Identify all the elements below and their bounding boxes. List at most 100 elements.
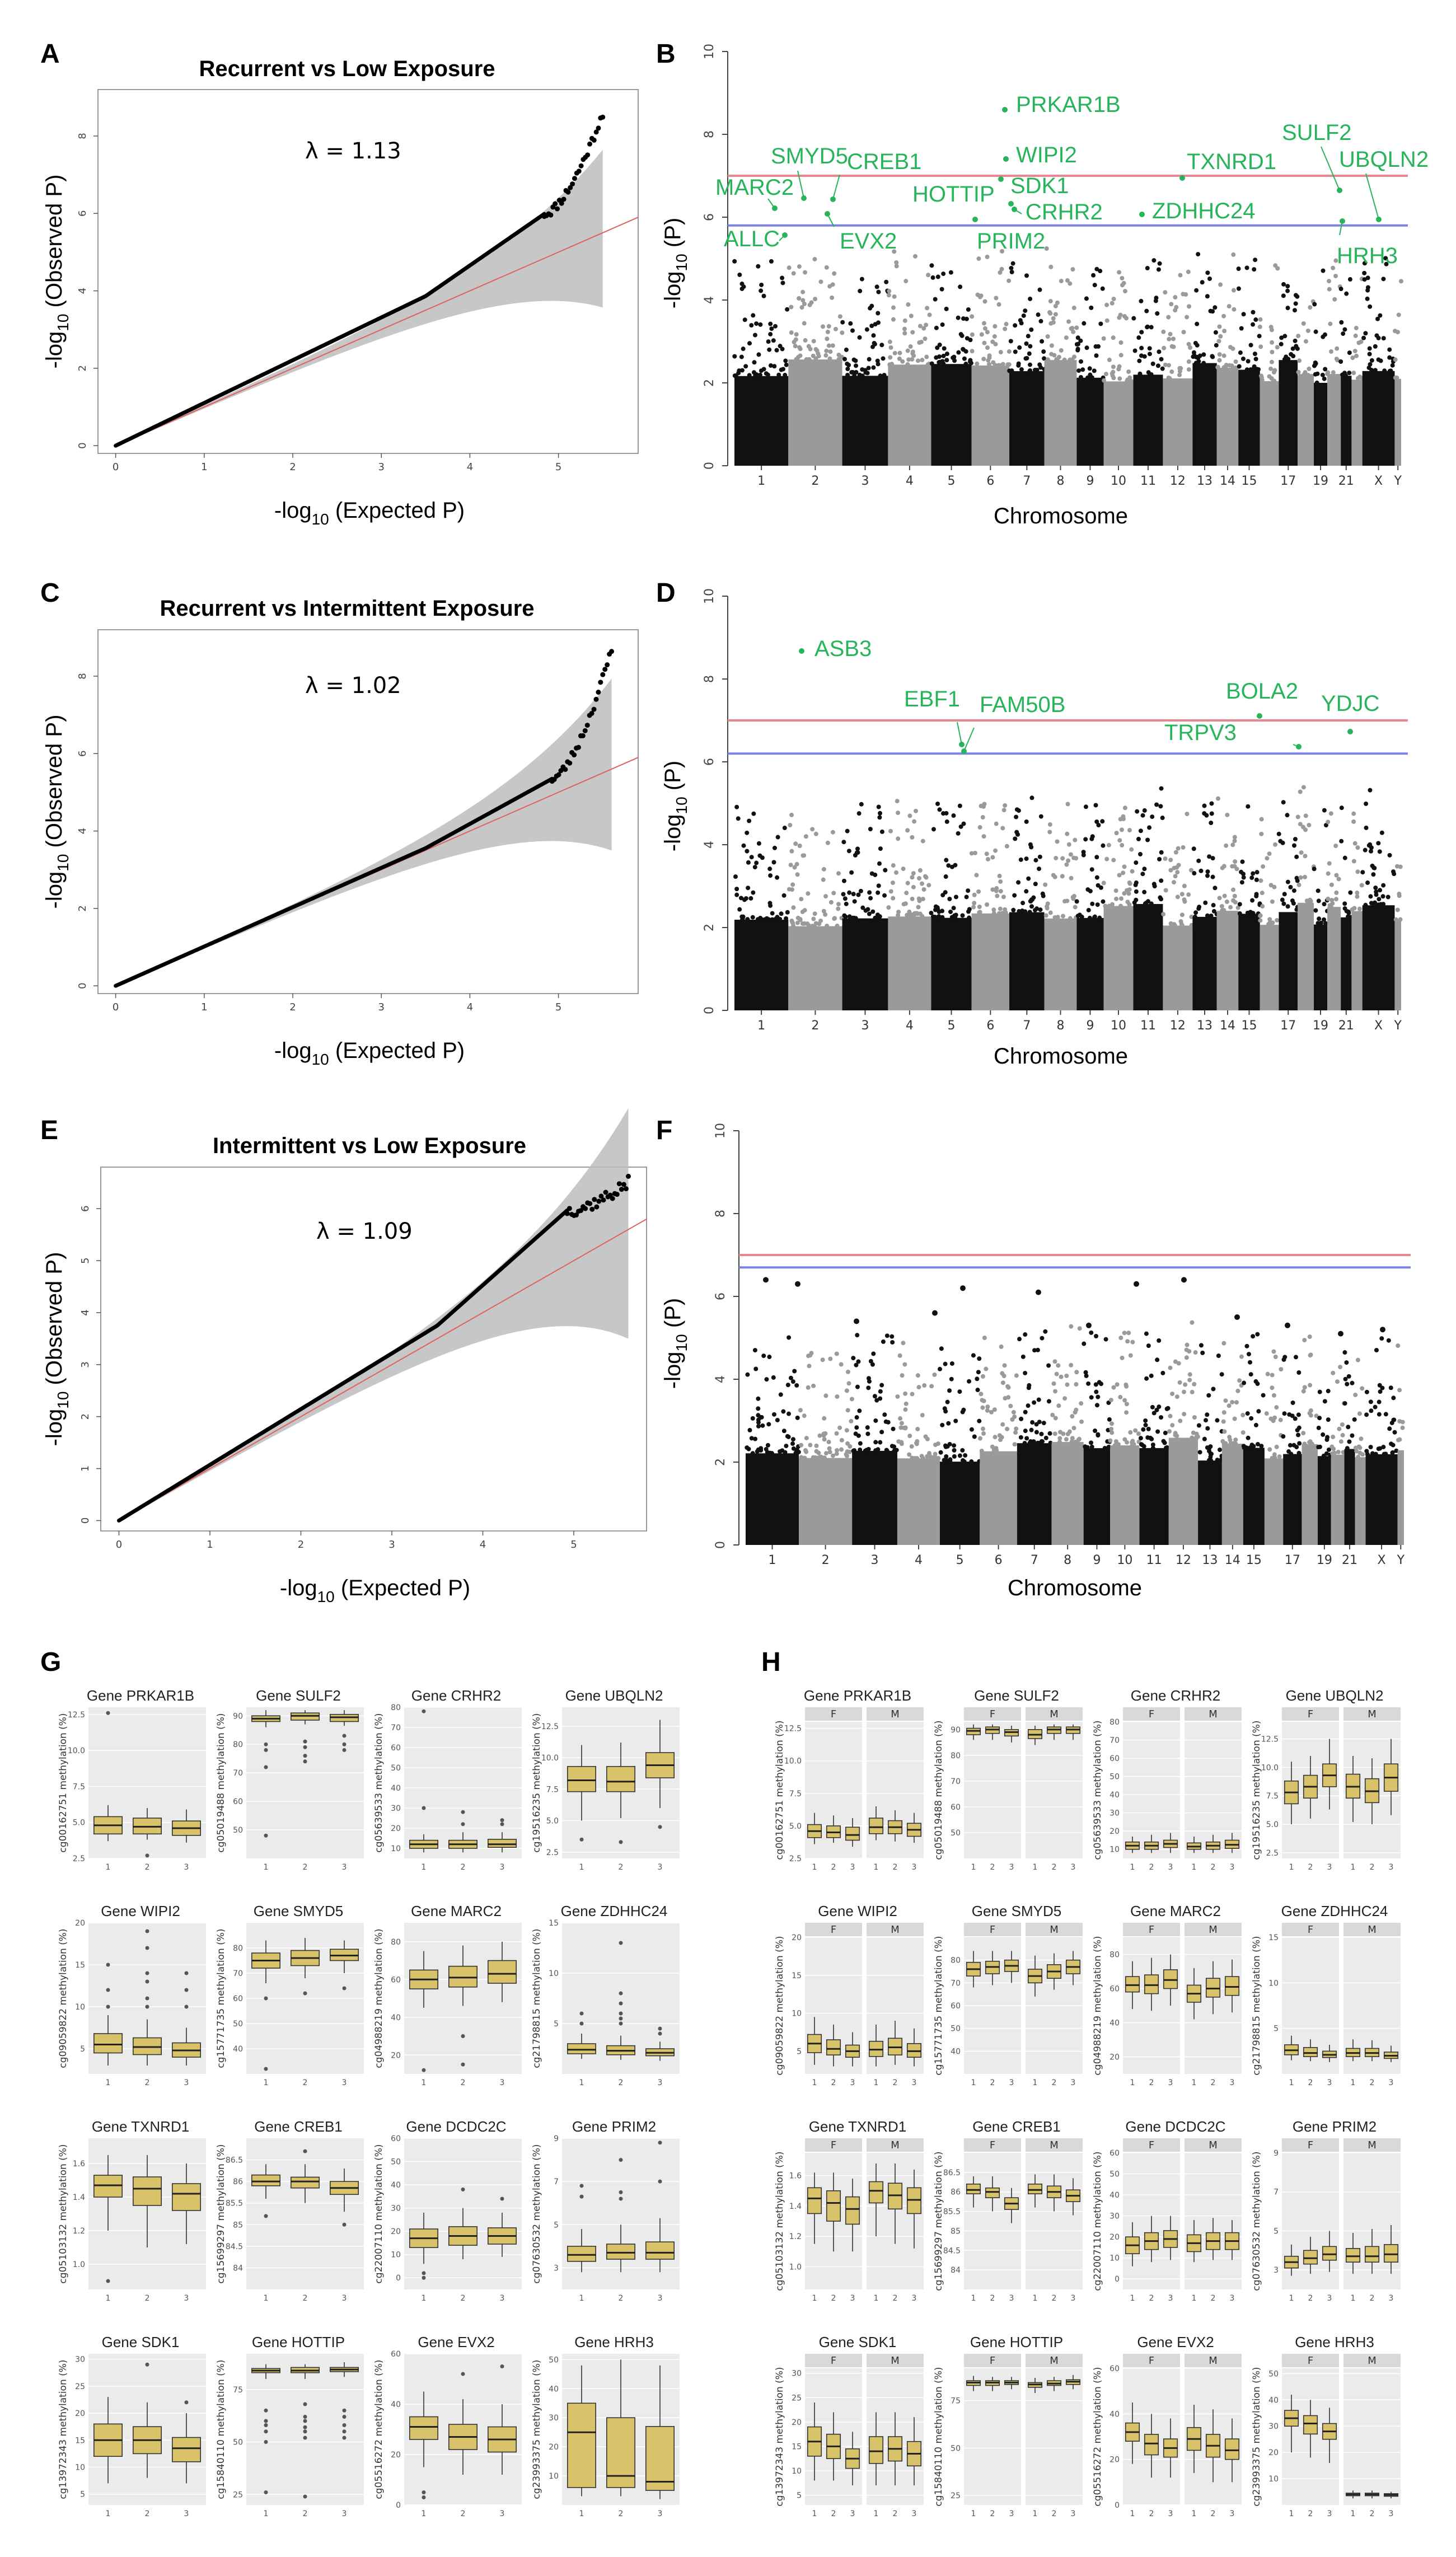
manhattan-point xyxy=(1249,875,1254,881)
manhattan-point xyxy=(1095,883,1101,888)
qq-tail-point xyxy=(582,728,588,733)
manhattan-point xyxy=(1301,372,1307,377)
boxplot-box xyxy=(1205,1978,1221,1998)
boxplot-ytick: 7 xyxy=(1274,2188,1279,2197)
annotation-leader xyxy=(767,198,775,209)
manhattan-point xyxy=(1028,296,1033,301)
qq-diagonal xyxy=(115,217,639,447)
manhattan-point xyxy=(977,1436,982,1441)
manhattan-point xyxy=(976,1370,981,1375)
manhattan-point xyxy=(830,343,835,348)
manhattan-chrom-block xyxy=(1341,917,1352,1010)
facet-strip-label: M xyxy=(1050,2355,1059,2367)
manhattan-point xyxy=(1160,816,1165,821)
manhattan-point xyxy=(979,332,984,337)
manhattan-point xyxy=(1322,902,1327,907)
annotated-point-bola2 xyxy=(1257,713,1262,719)
manhattan-point xyxy=(1118,1335,1123,1340)
boxplot-box xyxy=(606,2417,636,2488)
manhattan-point xyxy=(1338,1439,1343,1444)
boxplot-ylabel: cg15771735 methylation (%) xyxy=(933,1936,944,2075)
manhattan-point xyxy=(1136,335,1141,340)
boxplot-xtick: 2 xyxy=(1370,2509,1375,2518)
manhattan-point xyxy=(768,873,773,878)
manhattan-point xyxy=(802,301,807,306)
manhattan-point xyxy=(780,275,785,280)
manhattan-point xyxy=(736,816,741,821)
manhattan-point xyxy=(924,354,929,359)
boxplot-outlier xyxy=(145,1853,149,1858)
manhattan-point xyxy=(952,914,957,919)
manhattan-point xyxy=(775,875,780,880)
boxplot-ytick: 85 xyxy=(951,2227,961,2236)
manhattan-chrom-block xyxy=(1221,1444,1243,1545)
boxplot-xtick: 1 xyxy=(971,2294,976,2303)
manhattan-point xyxy=(1353,333,1358,338)
manhattan-point xyxy=(998,350,1003,355)
manhattan-chrom-block xyxy=(1192,363,1217,466)
manhattan-point xyxy=(990,855,995,860)
manhattan-point xyxy=(1016,880,1021,885)
manhattan-point xyxy=(1315,921,1321,926)
manhattan-point xyxy=(1275,345,1280,350)
manhattan-point xyxy=(981,1426,986,1431)
manhattan-point xyxy=(750,1416,755,1421)
boxplot-outlier xyxy=(619,1991,623,1996)
boxplot-ytick: 3 xyxy=(1274,2266,1279,2275)
manhattan-point xyxy=(854,363,859,368)
manhattan-point xyxy=(825,330,830,335)
manhattan-point xyxy=(1186,341,1191,346)
manhattan-point xyxy=(884,1333,889,1338)
manhattan-point xyxy=(1157,856,1162,861)
manhattan-point xyxy=(963,1453,968,1458)
manhattan-chrom-block xyxy=(1238,914,1260,1010)
manhattan-point xyxy=(1032,368,1037,373)
manhattan-ytick-label: 4 xyxy=(703,296,717,304)
manhattan-point xyxy=(887,288,892,293)
boxplot-outlier xyxy=(145,1971,149,1975)
manhattan-point xyxy=(1270,340,1275,345)
boxplot-xtick: 2 xyxy=(1211,2509,1216,2518)
gene-label-bola2: BOLA2 xyxy=(1226,679,1298,704)
manhattan-point xyxy=(827,356,832,361)
manhattan-point xyxy=(1233,900,1238,905)
boxplot-xtick: 2 xyxy=(619,1863,624,1872)
facet-strip-label: F xyxy=(990,2355,995,2367)
boxplot-ytick: 10 xyxy=(391,1844,401,1853)
manhattan-chrom-block xyxy=(1076,917,1104,1010)
manhattan-point xyxy=(935,801,940,806)
facet-strip xyxy=(1185,1923,1242,1936)
boxplot-xtick: 1 xyxy=(1289,2509,1294,2518)
facet-strip xyxy=(1343,1707,1401,1721)
manhattan-point xyxy=(1018,857,1023,862)
manhattan-point xyxy=(797,264,802,269)
qq-tail-point xyxy=(559,200,564,206)
manhattan-point xyxy=(1024,856,1029,861)
manhattan-point xyxy=(1117,315,1122,320)
boxplot-ylabel: cg13972343 methylation (%) xyxy=(58,2359,69,2499)
manhattan-point xyxy=(1023,1409,1028,1415)
manhattan-point xyxy=(1346,1425,1351,1430)
boxplot-box xyxy=(133,2176,162,2206)
panel-c: C Recurrent vs Intermittent Exposure λ =… xyxy=(40,578,639,1068)
manhattan-point xyxy=(1001,1373,1006,1378)
manhattan-point xyxy=(1359,883,1364,888)
manhattan-point xyxy=(902,1362,907,1367)
manhattan-point xyxy=(1280,840,1285,845)
manhattan-point xyxy=(1130,1440,1135,1445)
manhattan-point xyxy=(1080,367,1085,372)
manhattan-point xyxy=(1181,330,1186,335)
boxplot-ytick: 10 xyxy=(1268,1979,1279,1988)
manhattan-point xyxy=(1321,268,1326,273)
manhattan-point xyxy=(1125,1440,1130,1445)
manhattan-chrom-block xyxy=(1139,1448,1169,1545)
manhattan-point xyxy=(981,1398,986,1403)
manhattan-point xyxy=(1353,1445,1358,1450)
manhattan-point xyxy=(845,367,850,372)
manhattan-ytick-label: 8 xyxy=(703,675,717,683)
manhattan-point xyxy=(834,1451,839,1457)
manhattan-point xyxy=(1069,875,1074,881)
manhattan-point xyxy=(1009,270,1014,275)
manhattan-point xyxy=(1084,1445,1089,1450)
